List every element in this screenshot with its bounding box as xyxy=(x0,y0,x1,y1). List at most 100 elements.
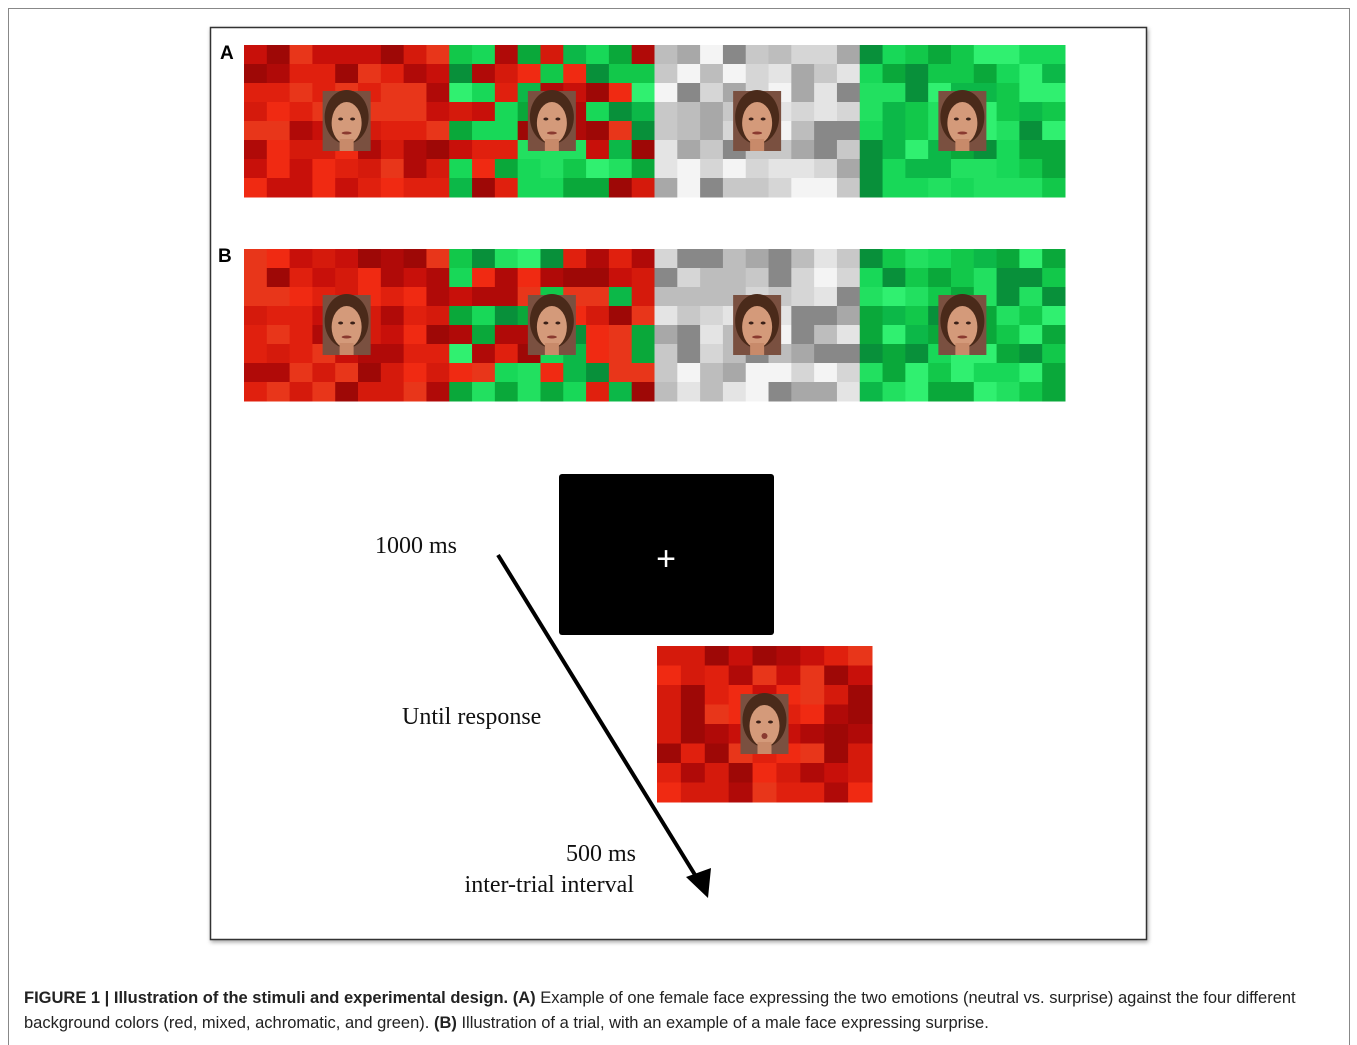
tile xyxy=(800,685,825,705)
tile xyxy=(905,363,929,383)
stimuli xyxy=(244,45,1066,803)
neck xyxy=(757,742,772,754)
tile xyxy=(1019,140,1043,160)
tile xyxy=(905,287,929,307)
tile xyxy=(266,45,291,65)
tile xyxy=(472,102,496,122)
tile xyxy=(631,140,655,160)
tile xyxy=(800,724,825,744)
tile xyxy=(700,306,724,326)
tile xyxy=(586,325,610,345)
tile xyxy=(358,45,382,65)
tile xyxy=(586,83,610,103)
tile xyxy=(752,782,777,803)
eye xyxy=(965,321,971,325)
tile xyxy=(1042,159,1066,179)
tile xyxy=(426,344,450,364)
tile xyxy=(680,782,706,803)
tile xyxy=(380,159,405,179)
tile xyxy=(289,159,313,179)
tile xyxy=(266,249,291,269)
tile xyxy=(472,83,496,103)
tile xyxy=(472,178,496,198)
tile xyxy=(700,83,724,103)
tile xyxy=(631,45,655,65)
tile xyxy=(704,685,730,705)
tile xyxy=(814,344,838,364)
skin xyxy=(947,306,978,348)
tile xyxy=(677,159,701,179)
face xyxy=(733,90,782,151)
eye xyxy=(543,117,549,121)
tile xyxy=(335,268,359,288)
tile xyxy=(836,249,861,269)
tile xyxy=(563,159,587,179)
tile xyxy=(745,382,770,402)
tile xyxy=(996,287,1020,307)
tile xyxy=(380,344,405,364)
tile xyxy=(631,102,655,122)
tile xyxy=(586,140,610,160)
face xyxy=(733,294,782,355)
tile xyxy=(426,249,450,269)
tile xyxy=(704,646,730,666)
tile xyxy=(540,64,564,84)
tile xyxy=(950,249,975,269)
eye xyxy=(760,321,766,325)
tile xyxy=(654,306,678,326)
tile xyxy=(244,344,268,364)
tile xyxy=(380,325,405,345)
tile xyxy=(266,159,291,179)
tile xyxy=(654,140,678,160)
face xyxy=(938,90,987,151)
tile xyxy=(608,83,633,103)
neck xyxy=(750,139,765,151)
tile xyxy=(1019,306,1043,326)
eye xyxy=(350,117,356,121)
tile xyxy=(586,268,610,288)
tile xyxy=(312,249,336,269)
tile xyxy=(654,344,678,364)
tile xyxy=(494,102,519,122)
tile xyxy=(905,45,929,65)
tile xyxy=(426,102,450,122)
tile xyxy=(472,268,496,288)
tile xyxy=(586,306,610,326)
tile xyxy=(631,344,655,364)
tile xyxy=(848,724,873,744)
tile xyxy=(426,45,450,65)
tile xyxy=(677,325,701,345)
tile xyxy=(494,363,519,383)
tile xyxy=(848,646,873,666)
eye xyxy=(760,117,766,121)
face xyxy=(740,693,789,754)
tile xyxy=(928,382,952,402)
tile xyxy=(540,178,564,198)
tile xyxy=(654,178,678,198)
tile xyxy=(700,178,724,198)
tile xyxy=(426,121,450,141)
tile xyxy=(380,140,405,160)
tile xyxy=(517,382,541,402)
tile xyxy=(814,83,838,103)
face xyxy=(527,294,576,355)
tile xyxy=(449,249,473,269)
tile xyxy=(449,363,473,383)
tile xyxy=(266,178,291,198)
tile xyxy=(814,382,838,402)
tile xyxy=(586,102,610,122)
tile xyxy=(745,268,770,288)
tile xyxy=(403,306,427,326)
tile xyxy=(814,363,838,383)
tile xyxy=(745,159,770,179)
neck xyxy=(544,343,559,355)
tile xyxy=(973,64,998,84)
tile xyxy=(824,685,849,705)
neck xyxy=(955,139,970,151)
tile xyxy=(677,344,701,364)
tile xyxy=(472,45,496,65)
tile xyxy=(358,64,382,84)
tile xyxy=(380,121,405,141)
tile xyxy=(608,382,633,402)
tile xyxy=(1042,121,1066,141)
